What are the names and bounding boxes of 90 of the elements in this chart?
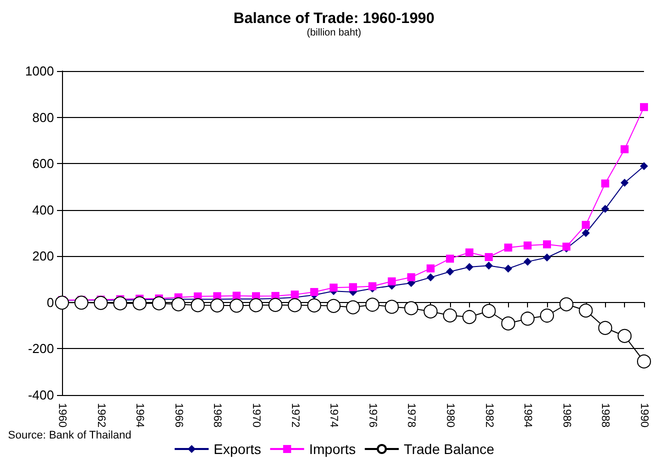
- point: [443, 308, 457, 322]
- x-tick-label: 1964: [134, 403, 146, 428]
- legend-label: Trade Balance: [404, 441, 495, 457]
- x-tick-label: 1968: [211, 403, 224, 428]
- point: [290, 290, 299, 299]
- y-tick-label: -200: [28, 341, 54, 356]
- x-tick-label: 1986: [560, 403, 572, 428]
- point: [446, 254, 454, 263]
- chart-subtitle: (billion baht): [306, 28, 362, 38]
- y-tick-label: 1000: [25, 64, 54, 78]
- point: [368, 282, 376, 290]
- point: [504, 244, 512, 252]
- point: [501, 316, 516, 330]
- point: [113, 296, 128, 310]
- x-tick-label: 1960: [56, 403, 68, 428]
- x-tick-label: 1972: [288, 403, 301, 428]
- point: [543, 240, 551, 248]
- y-tick-label: 600: [32, 156, 54, 172]
- point: [349, 283, 357, 292]
- point: [601, 179, 610, 188]
- point: [384, 300, 399, 314]
- point: [190, 298, 205, 312]
- x-tick-label: 1974: [328, 403, 340, 428]
- x-tick-label: 1978: [405, 403, 418, 428]
- point: [426, 264, 435, 272]
- point: [465, 248, 474, 256]
- point: [404, 301, 418, 316]
- point: [288, 298, 302, 312]
- x-tick-label: 1984: [522, 403, 534, 428]
- x-tick-label: 1982: [482, 403, 495, 428]
- point: [210, 298, 224, 312]
- y-tick-label: 800: [32, 110, 54, 125]
- y-tick-label: -400: [28, 388, 54, 402]
- x-tick-label: 1990: [638, 403, 650, 428]
- point: [520, 312, 535, 326]
- point: [601, 204, 610, 213]
- point: [582, 229, 590, 237]
- point: [637, 354, 651, 368]
- chart-title: Balance of Trade: 1960-1990: [234, 10, 434, 27]
- point: [407, 273, 416, 282]
- point: [524, 258, 532, 266]
- point: [578, 304, 593, 318]
- point: [484, 262, 493, 270]
- point: [307, 298, 322, 312]
- x-tick-label: 1988: [599, 403, 612, 428]
- point: [171, 297, 186, 312]
- y-tick-label: 0: [46, 294, 54, 310]
- point: [326, 298, 341, 313]
- point: [330, 284, 338, 292]
- point: [268, 298, 282, 312]
- y-tick-label: 200: [32, 248, 54, 264]
- point: [446, 268, 454, 276]
- x-tick-label: 1970: [250, 403, 262, 428]
- point: [582, 220, 590, 229]
- point: [152, 296, 166, 310]
- x-tick-label: 1976: [366, 403, 378, 428]
- point: [424, 304, 438, 318]
- point: [232, 292, 241, 300]
- point: [598, 320, 612, 335]
- x-tick-label: 1962: [94, 403, 107, 428]
- point: [524, 241, 532, 250]
- point: [543, 254, 551, 262]
- source-note: Source: Bank of Thailand: [8, 430, 132, 442]
- point: [462, 310, 476, 324]
- point: [426, 273, 435, 282]
- y-tick-label: 400: [32, 202, 54, 218]
- point: [465, 263, 474, 272]
- point: [640, 162, 648, 170]
- point: [620, 178, 629, 187]
- point: [365, 298, 380, 312]
- legend-label: Exports: [214, 441, 262, 457]
- point: [640, 103, 648, 112]
- point: [618, 328, 632, 343]
- point: [484, 253, 493, 262]
- x-tick-label: 1980: [444, 403, 456, 428]
- point: [310, 288, 318, 296]
- point: [504, 264, 512, 273]
- point: [482, 304, 496, 318]
- point: [559, 297, 574, 312]
- x-tick-label: 1966: [172, 403, 184, 428]
- point: [540, 308, 554, 323]
- point: [55, 296, 69, 310]
- legend-label: Imports: [309, 441, 356, 457]
- point: [249, 298, 263, 312]
- point: [132, 296, 147, 310]
- point: [388, 277, 396, 286]
- point: [620, 145, 629, 154]
- point: [74, 296, 88, 310]
- point: [346, 300, 360, 314]
- point: [230, 298, 244, 313]
